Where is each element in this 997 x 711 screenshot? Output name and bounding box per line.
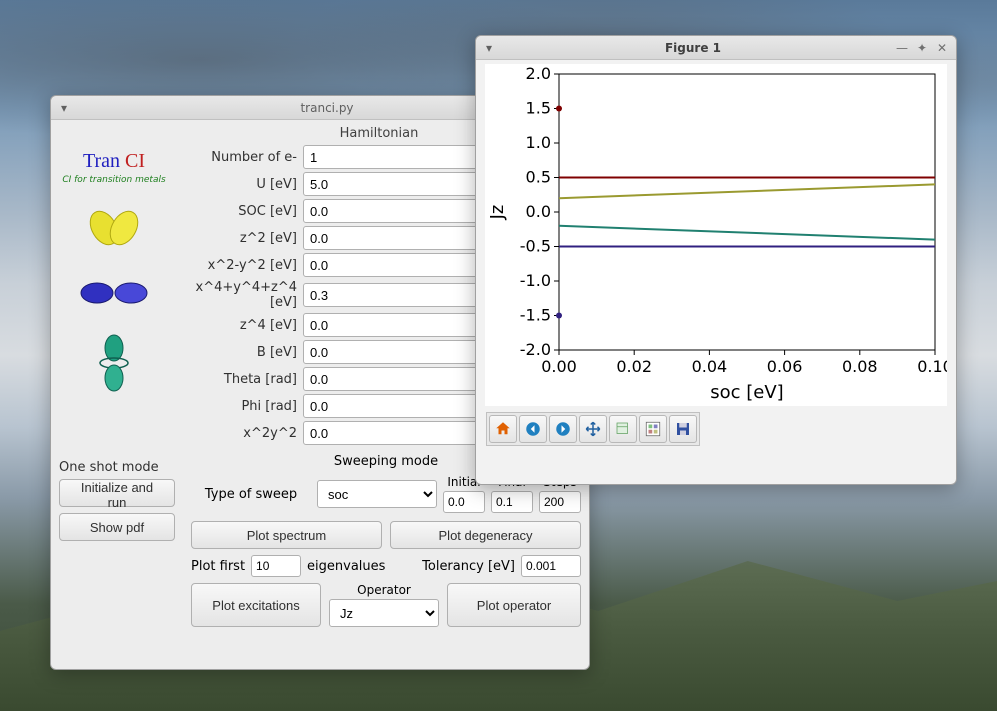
plot-degeneracy-button[interactable]: Plot degeneracy bbox=[390, 521, 581, 549]
svg-text:0.0: 0.0 bbox=[526, 202, 551, 221]
close-icon[interactable]: ✕ bbox=[934, 41, 950, 55]
svg-text:0.10: 0.10 bbox=[917, 357, 947, 376]
tolerancy-input[interactable] bbox=[521, 555, 581, 577]
back-icon[interactable] bbox=[519, 415, 547, 443]
window-menu-icon[interactable]: ▾ bbox=[57, 101, 71, 115]
svg-text:0.5: 0.5 bbox=[526, 168, 551, 187]
figure-titlebar[interactable]: ▾ Figure 1 — ✦ ✕ bbox=[476, 36, 956, 60]
operator-label: Operator bbox=[357, 583, 411, 597]
orbital-yellow-icon bbox=[59, 203, 169, 253]
logo-text: Tran CI bbox=[59, 150, 169, 173]
subplots-icon[interactable] bbox=[639, 415, 667, 443]
svg-text:0.06: 0.06 bbox=[767, 357, 803, 376]
plot-area: -2.0-1.5-1.0-0.50.00.51.01.52.00.000.020… bbox=[485, 64, 947, 406]
orbital-blue-icon bbox=[59, 271, 169, 315]
figure-title: Figure 1 bbox=[496, 41, 890, 55]
maximize-icon[interactable]: ✦ bbox=[914, 41, 930, 55]
svg-text:-1.5: -1.5 bbox=[520, 306, 551, 325]
logo-ci: CI bbox=[125, 150, 145, 172]
window-menu-icon[interactable]: ▾ bbox=[482, 41, 496, 55]
svg-text:-1.0: -1.0 bbox=[520, 271, 551, 290]
ham-field-label: Phi [rad] bbox=[177, 399, 297, 414]
ham-field-label: z^4 [eV] bbox=[177, 318, 297, 333]
minimize-icon[interactable]: — bbox=[894, 41, 910, 55]
ham-field-label: x^2-y^2 [eV] bbox=[177, 258, 297, 273]
home-icon[interactable] bbox=[489, 415, 517, 443]
logo-subtitle: CI for transition metals bbox=[59, 175, 169, 185]
ham-field-label: Theta [rad] bbox=[177, 372, 297, 387]
operator-select[interactable]: Jz bbox=[329, 599, 439, 627]
svg-text:0.04: 0.04 bbox=[692, 357, 728, 376]
ham-field-label: z^2 [eV] bbox=[177, 231, 297, 246]
type-of-sweep-label: Type of sweep bbox=[191, 487, 311, 502]
svg-text:0.00: 0.00 bbox=[541, 357, 577, 376]
save-icon[interactable] bbox=[669, 415, 697, 443]
plot-first-input[interactable] bbox=[251, 555, 301, 577]
zoom-icon[interactable] bbox=[609, 415, 637, 443]
plot-operator-button[interactable]: Plot operator bbox=[447, 583, 581, 627]
pan-icon[interactable] bbox=[579, 415, 607, 443]
logo-column: Tran CI CI for transition metals bbox=[59, 126, 169, 448]
oneshot-title: One shot mode bbox=[59, 460, 175, 475]
svg-text:Jz: Jz bbox=[487, 205, 508, 221]
svg-text:-0.5: -0.5 bbox=[520, 237, 551, 256]
ham-field-label: U [eV] bbox=[177, 177, 297, 192]
orbital-green-icon bbox=[59, 333, 169, 393]
type-of-sweep-select[interactable]: soc bbox=[317, 480, 437, 508]
tolerancy-label: Tolerancy [eV] bbox=[422, 559, 515, 574]
final-input[interactable] bbox=[491, 491, 533, 513]
matplotlib-toolbar bbox=[486, 412, 700, 446]
svg-text:1.0: 1.0 bbox=[526, 133, 551, 152]
svg-text:0.08: 0.08 bbox=[842, 357, 878, 376]
svg-text:0.02: 0.02 bbox=[616, 357, 652, 376]
steps-input[interactable] bbox=[539, 491, 581, 513]
initial-input[interactable] bbox=[443, 491, 485, 513]
plot-spectrum-button[interactable]: Plot spectrum bbox=[191, 521, 382, 549]
svg-text:soc [eV]: soc [eV] bbox=[710, 382, 783, 403]
svg-text:1.5: 1.5 bbox=[526, 99, 551, 118]
plot-first-label: Plot first bbox=[191, 559, 245, 574]
ham-field-label: x^4+y^4+z^4 [eV] bbox=[177, 280, 297, 310]
logo-tran: Tran bbox=[83, 150, 120, 172]
initialize-run-button[interactable]: Initialize and run bbox=[59, 479, 175, 507]
ham-field-label: Number of e- bbox=[177, 150, 297, 165]
forward-icon[interactable] bbox=[549, 415, 577, 443]
plot-excitations-button[interactable]: Plot excitations bbox=[191, 583, 321, 627]
figure-window: ▾ Figure 1 — ✦ ✕ -2.0-1.5-1.0-0.50.00.51… bbox=[475, 35, 957, 485]
ham-field-label: SOC [eV] bbox=[177, 204, 297, 219]
show-pdf-button[interactable]: Show pdf bbox=[59, 513, 175, 541]
ham-field-label: x^2y^2 bbox=[177, 426, 297, 441]
ham-field-label: B [eV] bbox=[177, 345, 297, 360]
svg-text:2.0: 2.0 bbox=[526, 64, 551, 83]
eigenvalues-label: eigenvalues bbox=[307, 559, 385, 574]
